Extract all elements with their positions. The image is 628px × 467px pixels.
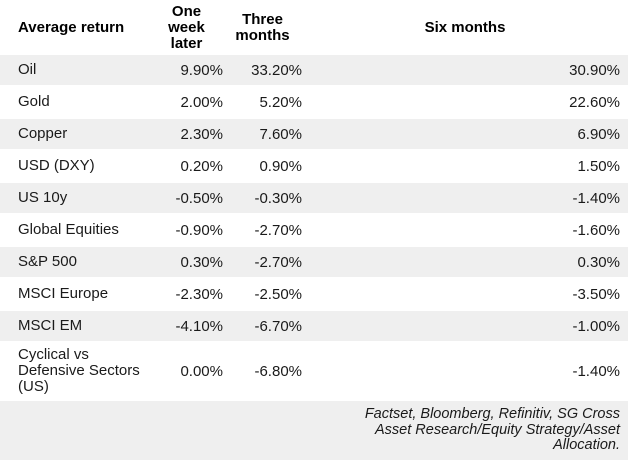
cell-one-week: 2.00% [150,87,223,117]
row-label: S&P 500 [0,247,150,277]
cell-one-week: -2.30% [150,279,223,309]
table-source-row: Factset, Bloomberg, Refinitiv, SG Cross … [0,401,628,460]
header-six-months: Six months [424,18,506,36]
source-note: Factset, Bloomberg, Refinitiv, SG Cross … [364,406,620,453]
cell-six-months: 22.60% [302,87,628,117]
row-label: USD (DXY) [0,151,150,181]
cell-three-months: 33.20% [223,55,302,85]
cell-three-months: -6.80% [223,343,302,399]
cell-six-months: 0.30% [302,247,628,277]
row-label: MSCI Europe [0,279,150,309]
cell-one-week: 0.20% [150,151,223,181]
row-label: MSCI EM [0,311,150,341]
header-one-week-later: One week later [168,2,205,52]
cell-one-week: 0.00% [150,343,223,399]
table-row-copper: Copper 2.30% 7.60% 6.90% [0,119,628,149]
row-label: Cyclical vs Defensive Sectors (US) [0,343,150,399]
cell-three-months: -2.50% [223,279,302,309]
cell-one-week: 0.30% [150,247,223,277]
table-header-row: Average return One week later Three mont… [0,2,628,53]
table-row-gold: Gold 2.00% 5.20% 22.60% [0,87,628,117]
row-label: Copper [0,119,150,149]
cell-three-months: -2.70% [223,215,302,245]
row-label: US 10y [0,183,150,213]
cell-one-week: -0.50% [150,183,223,213]
header-average-return: Average return [18,19,125,36]
cell-one-week: -4.10% [150,311,223,341]
cell-six-months: -1.40% [302,183,628,213]
table-row-msci-europe: MSCI Europe -2.30% -2.50% -3.50% [0,279,628,309]
source-cell: Factset, Bloomberg, Refinitiv, SG Cross … [0,401,628,460]
cell-three-months: 7.60% [223,119,302,149]
cell-one-week: 2.30% [150,119,223,149]
table-row-usd-dxy: USD (DXY) 0.20% 0.90% 1.50% [0,151,628,181]
table-row-us-10y: US 10y -0.50% -0.30% -1.40% [0,183,628,213]
cell-six-months: -3.50% [302,279,628,309]
table-row-sp500: S&P 500 0.30% -2.70% 0.30% [0,247,628,277]
table-row-global-equities: Global Equities -0.90% -2.70% -1.60% [0,215,628,245]
cell-six-months: 1.50% [302,151,628,181]
cell-six-months: 6.90% [302,119,628,149]
cell-six-months: -1.40% [302,343,628,399]
cell-three-months: -0.30% [223,183,302,213]
row-label: Gold [0,87,150,117]
table-row-msci-em: MSCI EM -4.10% -6.70% -1.00% [0,311,628,341]
table-row-oil: Oil 9.90% 33.20% 30.90% [0,55,628,85]
table-row-cyclical-vs-defensive: Cyclical vs Defensive Sectors (US) 0.00%… [0,343,628,399]
cell-one-week: 9.90% [150,55,223,85]
row-label: Oil [0,55,150,85]
cell-six-months: 30.90% [302,55,628,85]
row-label: Global Equities [0,215,150,245]
cell-three-months: -2.70% [223,247,302,277]
cell-three-months: 5.20% [223,87,302,117]
cell-three-months: 0.90% [223,151,302,181]
cell-one-week: -0.90% [150,215,223,245]
cell-three-months: -6.70% [223,311,302,341]
header-three-months: Three months [235,10,290,44]
cell-six-months: -1.60% [302,215,628,245]
cell-six-months: -1.00% [302,311,628,341]
